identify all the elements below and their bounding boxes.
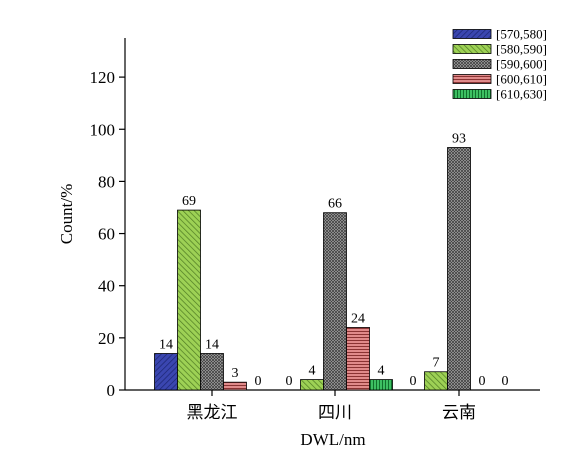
legend-swatch	[452, 74, 492, 84]
bar-1-2	[177, 209, 201, 391]
legend: [570,580][580,590][590,600][600,610][610…	[452, 27, 547, 102]
y-tick-label: 60	[98, 225, 115, 244]
legend-label: [610,630]	[496, 87, 547, 102]
legend-label: [590,600]	[496, 57, 547, 72]
legend-swatch	[452, 29, 492, 39]
bar-value-label: 0	[479, 374, 486, 389]
bar-value-label: 69	[182, 194, 196, 209]
x-ticks: 黑龙江 四川 云南	[187, 390, 476, 422]
legend-label: [580,590]	[496, 42, 547, 57]
y-tick-label: 100	[90, 120, 116, 139]
bar-1-1	[154, 353, 178, 391]
bar-value-label: 4	[309, 364, 316, 379]
legend-label: [570,580]	[496, 27, 547, 42]
bar-value-label: 0	[255, 374, 262, 389]
y-ticks: 0 20 40 60 80 100 120	[90, 68, 125, 400]
x-tick-label: 云南	[442, 403, 476, 422]
bar-value-label: 4	[378, 364, 385, 379]
bar-2-5	[369, 379, 393, 391]
y-tick-label: 80	[98, 172, 115, 191]
bar-value-label: 24	[351, 311, 365, 326]
bar-2-3	[323, 212, 347, 391]
bar-value-label: 3	[232, 366, 239, 381]
y-tick-label: 20	[98, 329, 115, 348]
legend-swatch	[452, 59, 492, 69]
bar-value-label: 7	[433, 356, 440, 371]
bar-1-4	[223, 381, 247, 391]
y-tick-label: 0	[107, 381, 116, 400]
bar-value-label: 14	[159, 337, 173, 352]
bar-value-label: 93	[452, 132, 466, 147]
y-tick-label: 40	[98, 277, 115, 296]
legend-swatch	[452, 89, 492, 99]
bars	[154, 147, 471, 391]
x-tick-label: 黑龙江	[187, 403, 238, 422]
bar-1-3	[200, 353, 224, 391]
bar-value-label: 14	[205, 337, 219, 352]
legend-label: [600,610]	[496, 72, 547, 87]
legend-swatch	[452, 44, 492, 54]
bar-value-label: 0	[410, 374, 417, 389]
bar-value-label: 0	[502, 374, 509, 389]
x-tick-label: 四川	[318, 403, 352, 422]
bar-3-3	[447, 147, 471, 391]
bar-3-2	[424, 371, 448, 391]
bar-2-2	[300, 379, 324, 391]
bar-value-label: 0	[286, 374, 293, 389]
bar-labels: 14 69 14 3 0 0 4 66 24 4 0 7 93 0 0	[159, 132, 509, 389]
y-axis-title: Count/%	[57, 184, 76, 244]
x-axis-title: DWL/nm	[300, 430, 365, 449]
y-tick-label: 120	[90, 68, 116, 87]
bar-2-4	[346, 327, 370, 391]
bar-value-label: 66	[328, 197, 342, 212]
